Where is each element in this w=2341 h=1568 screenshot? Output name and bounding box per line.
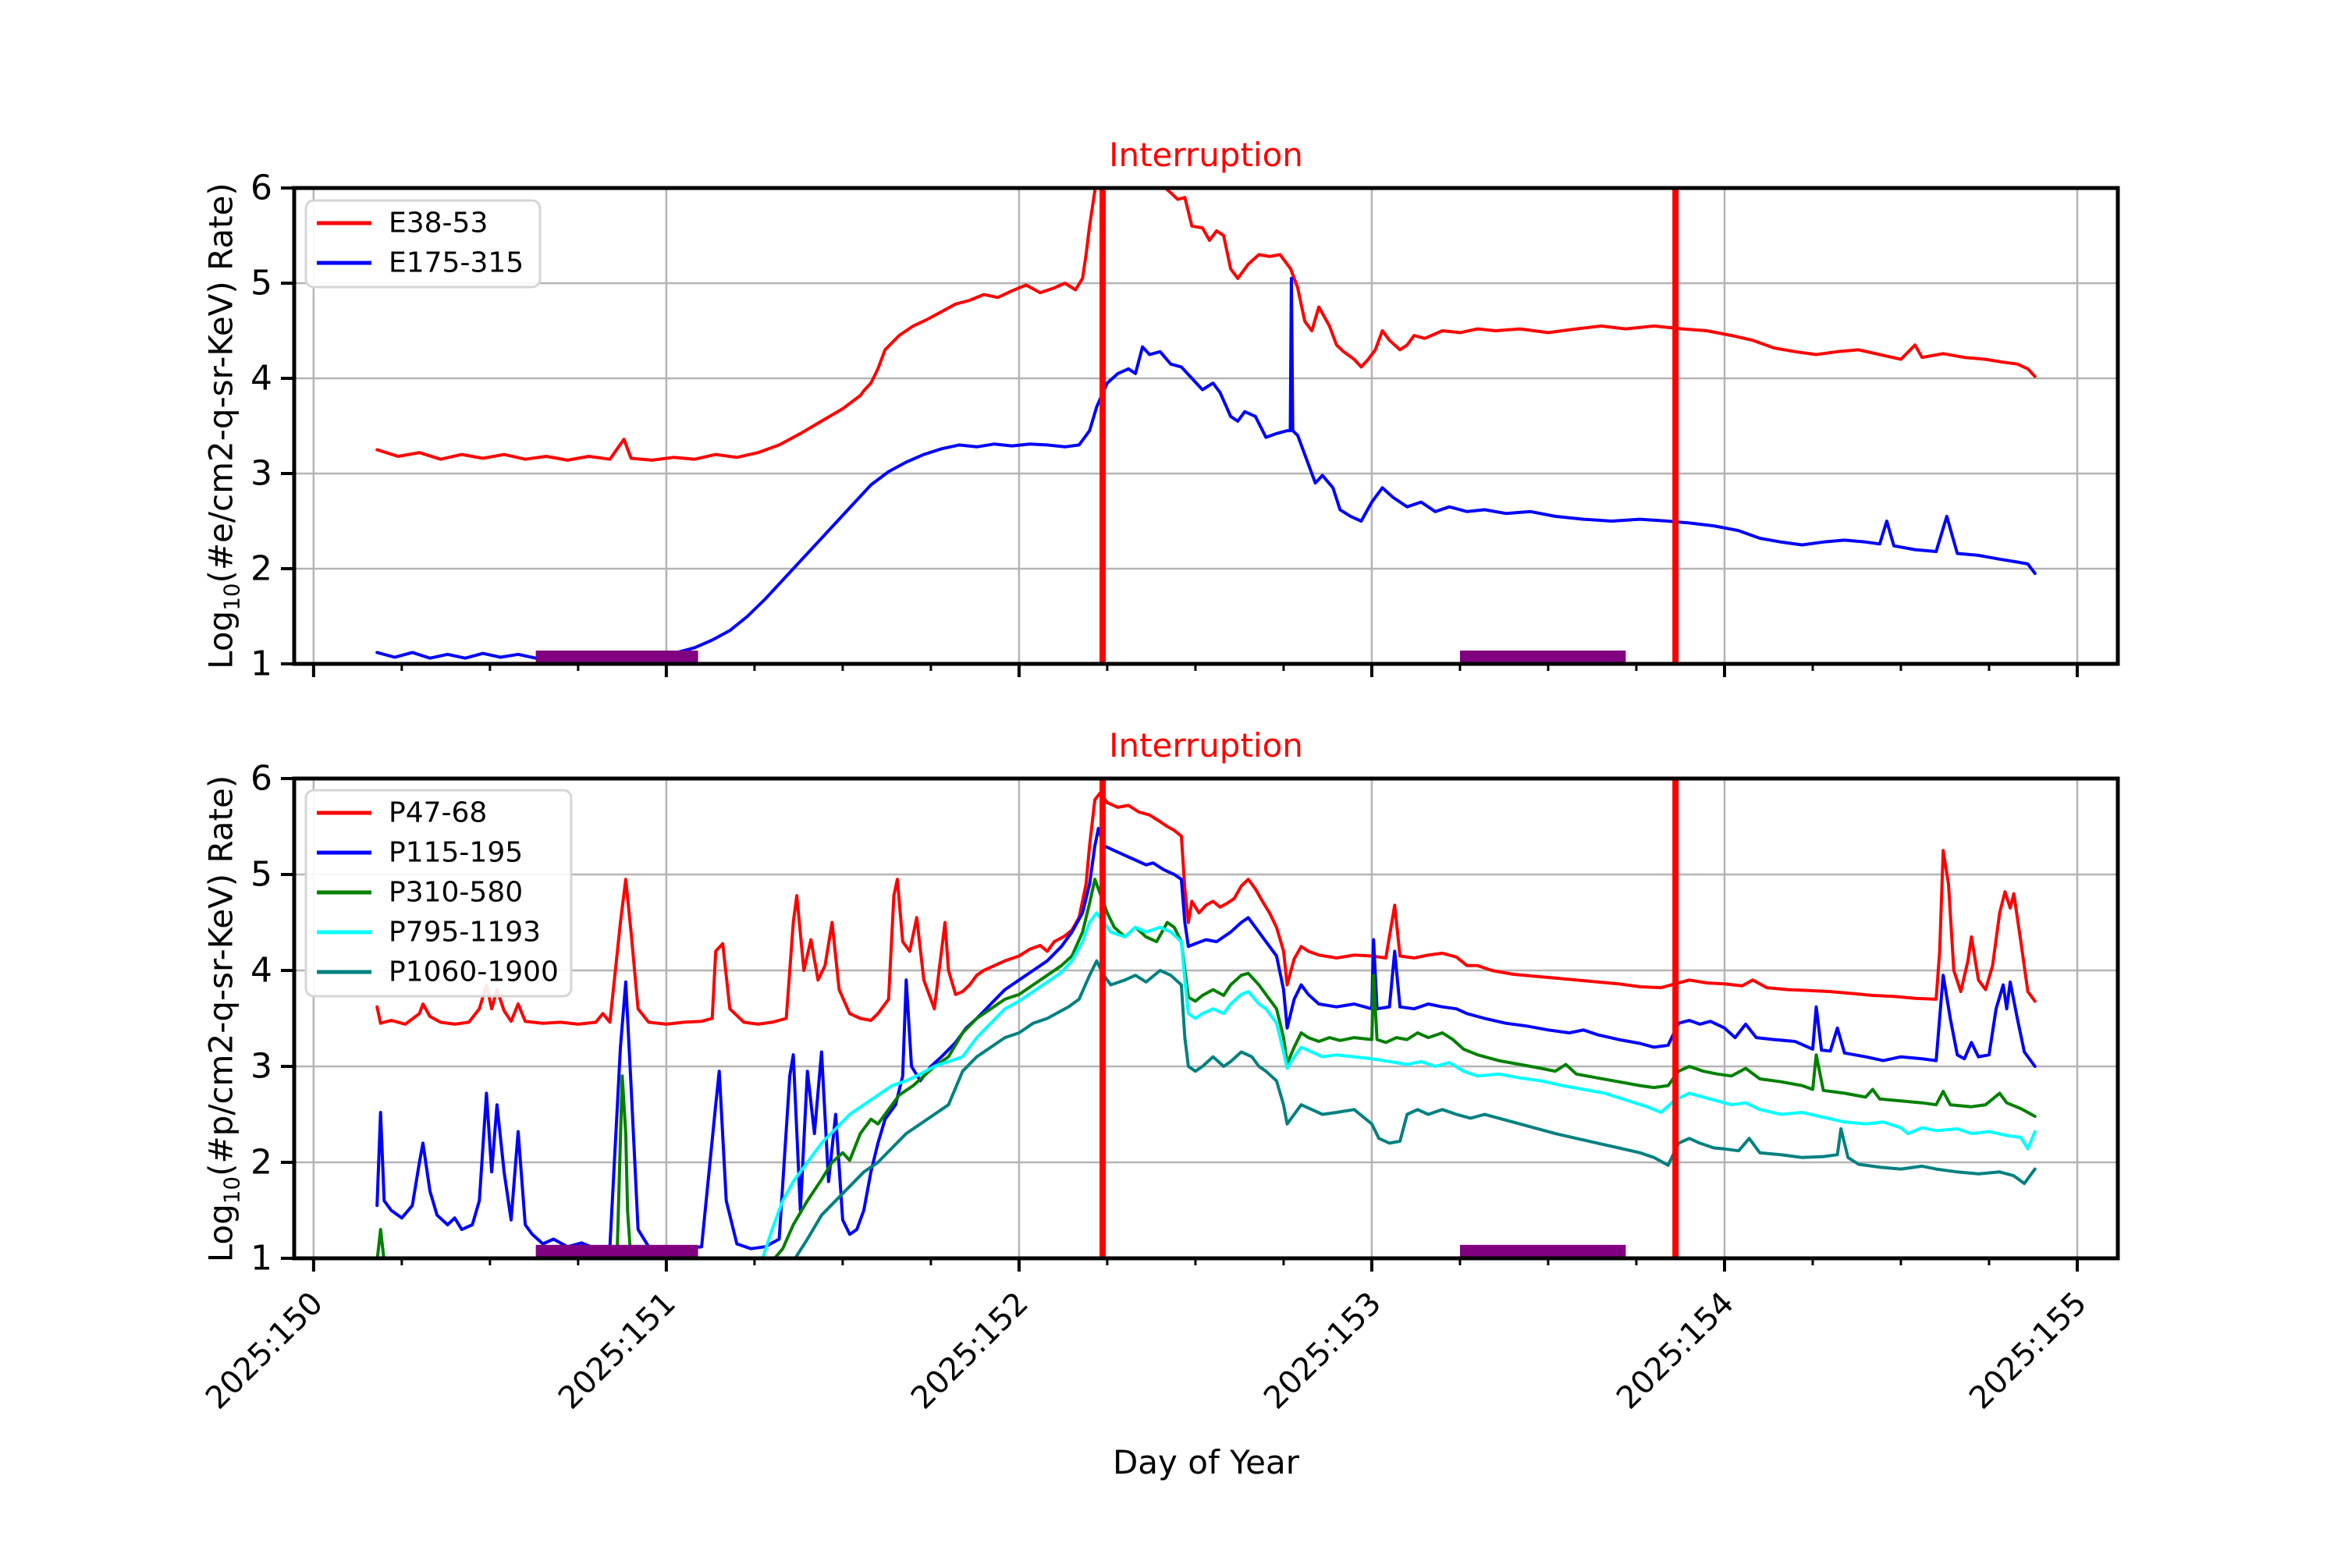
x-tick-label-151: 2025:151 bbox=[552, 1286, 683, 1417]
bottom-panel-border bbox=[292, 776, 2120, 1261]
ylabel-sub-bottom: 10 bbox=[218, 1176, 245, 1204]
x-tick-label-155: 2025:155 bbox=[1963, 1286, 2094, 1417]
bottom-legend: P47-68 P115-195 P310-580 P795-1193 P1060-190… bbox=[304, 789, 573, 998]
top-event-bar-1 bbox=[535, 650, 698, 664]
y-tick-label-4: 4 bbox=[250, 359, 272, 399]
ylabel-rest-bottom: (#p/cm2-q-sr-KeV) Rate) bbox=[201, 775, 240, 1176]
bottom-panel-ylabel: Log10(#p/cm2-q-sr-KeV) Rate) bbox=[201, 775, 244, 1262]
ylabel-sub-top: 10 bbox=[218, 583, 245, 611]
y-tick-label-4: 4 bbox=[250, 951, 272, 991]
bottom-panel-title: Interruption bbox=[1109, 726, 1303, 764]
bottom-panel-plot: 2025:150 2025:151 2025:152 2025:153 2025:154… bbox=[199, 759, 2120, 1417]
y-tick-label-6: 6 bbox=[250, 759, 272, 799]
x-tick-label-154: 2025:154 bbox=[1610, 1286, 1741, 1417]
series-line-E175-315 bbox=[375, 276, 2037, 661]
legend-label-P1060-1900: P1060-1900 bbox=[389, 956, 559, 988]
top-panel-title: Interruption bbox=[1109, 136, 1303, 174]
top-series-group bbox=[375, 188, 2037, 661]
y-tick-label-1: 1 bbox=[250, 644, 272, 684]
x-axis-label: Day of Year bbox=[1112, 1443, 1300, 1481]
series-line-P310-580 bbox=[375, 878, 2037, 1258]
bottom-legend-box bbox=[304, 789, 573, 998]
legend-label-P795-1193: P795-1193 bbox=[389, 917, 541, 949]
series-line-P1060-1900 bbox=[793, 959, 2037, 1258]
bottom-event-bar-1 bbox=[535, 1244, 698, 1258]
bottom-series-group bbox=[375, 791, 2037, 1258]
legend-label-P115-195: P115-195 bbox=[389, 837, 523, 869]
y-tick-label-6: 6 bbox=[250, 169, 272, 208]
y-tick-label-3: 3 bbox=[250, 454, 272, 494]
y-tick-label-5: 5 bbox=[250, 264, 272, 303]
x-tick-label-152: 2025:152 bbox=[904, 1286, 1036, 1417]
top-legend: E38-53 E175-315 bbox=[304, 199, 542, 289]
top-panel-bg bbox=[294, 188, 2118, 664]
top-panel-plot: 1 2 3 4 5 6 E38-53 E175-315 bbox=[250, 169, 2120, 684]
legend-label-P47-68: P47-68 bbox=[389, 797, 487, 829]
y-tick-label-5: 5 bbox=[250, 855, 272, 895]
y-tick-label-1: 1 bbox=[250, 1239, 272, 1279]
bottom-event-bar-2 bbox=[1459, 1244, 1626, 1258]
legend-label-P310-580: P310-580 bbox=[389, 877, 523, 909]
legend-label-E175-315: E175-315 bbox=[389, 247, 524, 279]
ylabel-prefix-bottom: Log bbox=[201, 1204, 240, 1263]
series-line-E38-53 bbox=[375, 188, 2037, 462]
top-panel-border bbox=[292, 186, 2120, 666]
y-tick-label-2: 2 bbox=[250, 549, 272, 589]
ylabel-rest-top: (#e/cm2-q-sr-KeV) Rate) bbox=[201, 183, 240, 584]
top-event-bar-2 bbox=[1459, 650, 1626, 664]
x-tick-label-150: 2025:150 bbox=[199, 1286, 330, 1417]
y-tick-label-2: 2 bbox=[250, 1143, 272, 1183]
x-tick-label-153: 2025:153 bbox=[1257, 1286, 1388, 1417]
series-line-P47-68 bbox=[375, 791, 2037, 1026]
top-panel-ylabel: Log10(#e/cm2-q-sr-KeV) Rate) bbox=[201, 183, 244, 669]
legend-label-E38-53: E38-53 bbox=[389, 208, 488, 239]
series-line-P795-1193 bbox=[761, 911, 2037, 1258]
y-tick-label-3: 3 bbox=[250, 1047, 272, 1087]
ylabel-prefix-top: Log bbox=[201, 610, 240, 669]
